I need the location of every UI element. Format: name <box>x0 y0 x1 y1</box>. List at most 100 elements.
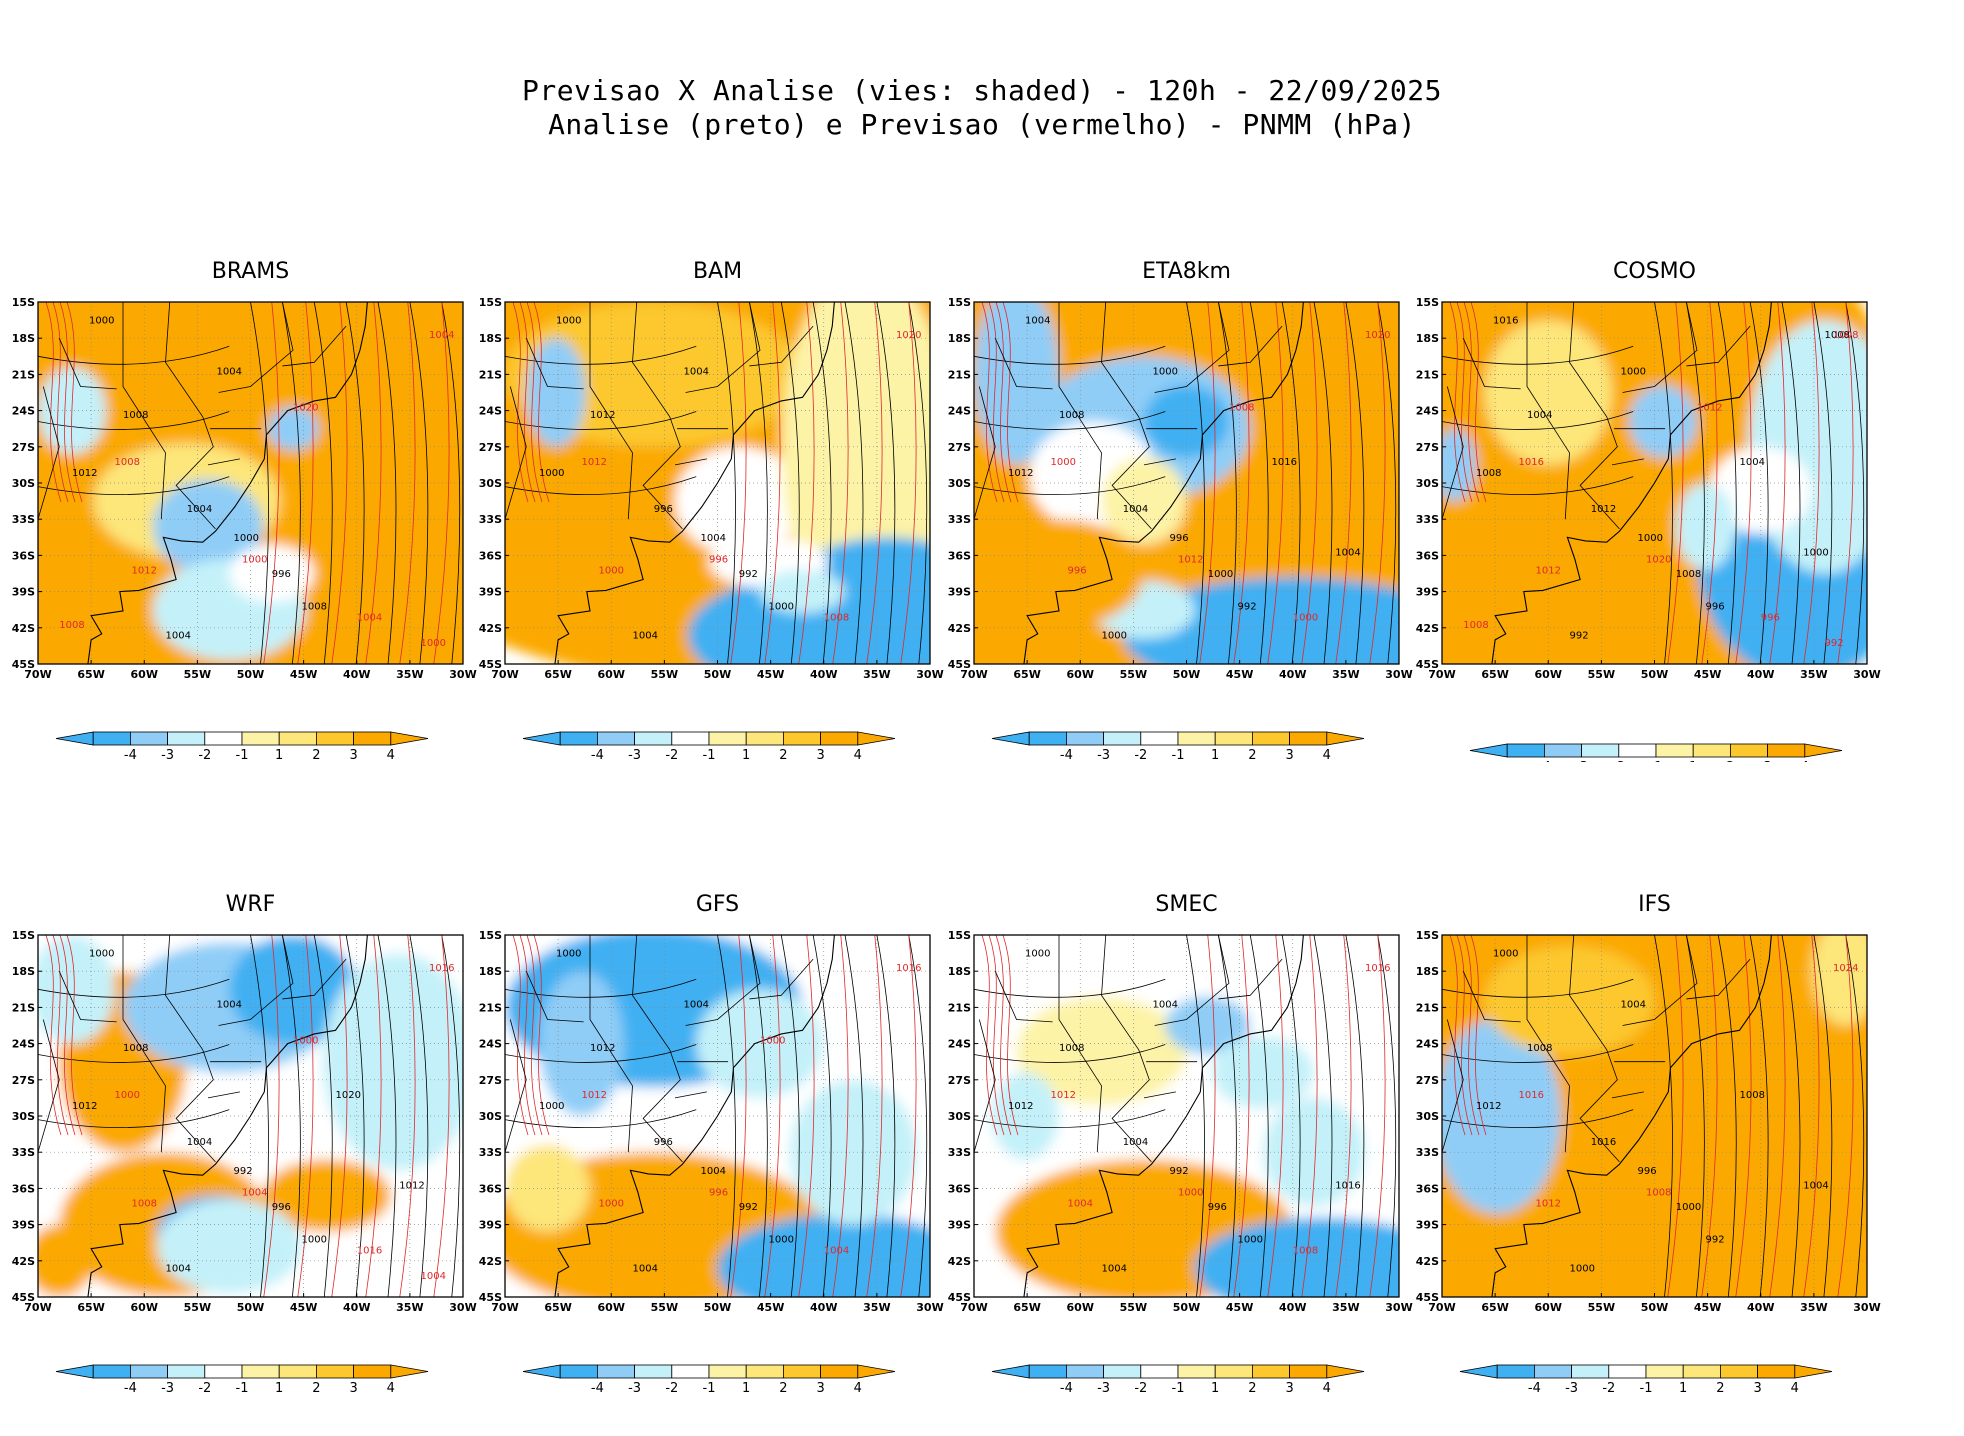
forecast-contour-label: 1000 <box>1293 613 1318 624</box>
colorbar-tick-label: 2 <box>1716 1381 1724 1395</box>
lon-tick-label: 35W <box>396 668 423 681</box>
lat-tick-label: 24S <box>479 1038 502 1051</box>
analysis-contour-label: 1012 <box>590 410 615 421</box>
lon-tick-label: 40W <box>1747 1301 1774 1314</box>
lat-tick-label: 27S <box>1416 1074 1439 1087</box>
map-wrf: WRF 1000 1004 1008 1012 1004 996 992 1000 1004 101… <box>12 892 477 1395</box>
forecast-contour-label: 1016 <box>896 963 921 974</box>
analysis-contour-label: 1004 <box>187 1137 212 1148</box>
lat-tick-label: 21S <box>12 1001 35 1014</box>
lat-tick-label: 45S <box>1416 658 1439 671</box>
lon-tick-label: 65W <box>1013 668 1040 681</box>
colorbar-tick-label: -4 <box>1060 1381 1073 1395</box>
lon-tick-label: 30W <box>1853 668 1880 681</box>
lon-tick-label: 65W <box>1481 1301 1508 1314</box>
forecast-contour-label: 1000 <box>1178 1188 1203 1199</box>
colorbar-tick-label: 4 <box>854 1381 862 1395</box>
forecast-contour-label: 1008 <box>1833 330 1858 341</box>
analysis-contour-label: 1000 <box>1621 366 1646 377</box>
lon-tick-label: 65W <box>544 1301 571 1314</box>
forecast-contour-label: 992 <box>1825 638 1844 649</box>
colorbar-tick-label: 1 <box>275 748 283 762</box>
lon-tick-label: 40W <box>810 668 837 681</box>
figure-title: Previsao X Analise (vies: shaded) - 120h… <box>0 74 1964 142</box>
lat-tick-label: 24S <box>1416 1038 1439 1051</box>
lon-tick-label: 50W <box>237 668 264 681</box>
lat-tick-label: 39S <box>479 586 502 599</box>
lat-tick-label: 15S <box>948 929 971 942</box>
colorbar-tick-label: 2 <box>779 748 787 762</box>
lat-tick-label: 24S <box>479 405 502 418</box>
analysis-contour-label: 1012 <box>399 1180 424 1191</box>
panel-title: BAM <box>693 259 742 284</box>
lat-tick-label: 30S <box>948 477 971 490</box>
forecast-contour-label: 1004 <box>421 1271 446 1282</box>
lon-tick-label: 60W <box>1535 1301 1562 1314</box>
map-ifs: IFS1000100410081012101610009969921000100… <box>1416 892 1881 1395</box>
lat-tick-label: 15S <box>479 929 502 942</box>
colorbar-tick-label: -1 <box>703 748 716 762</box>
analysis-contour-label: 996 <box>1706 602 1725 613</box>
lon-tick-label: 30W <box>916 1301 943 1314</box>
lon-tick-label: 50W <box>237 1301 264 1314</box>
forecast-contour-label: 1000 <box>599 1199 624 1210</box>
lat-tick-label: 30S <box>1416 1110 1439 1123</box>
lat-tick-label: 36S <box>479 549 502 562</box>
panel-title: WRF <box>226 892 276 917</box>
bias-shading: 1000 1004 1008 1012 1016 1000 996 992 1000 1004 10… <box>1442 935 1867 1297</box>
lon-tick-label: 40W <box>1279 668 1306 681</box>
forecast-contour-label: 1016 <box>429 963 454 974</box>
lon-tick-label: 70W <box>960 1301 987 1314</box>
forecast-contour-label: 1004 <box>357 613 382 624</box>
analysis-contour-label: 1000 <box>1025 949 1050 960</box>
lat-tick-label: 45S <box>948 658 971 671</box>
lon-tick-label: 60W <box>598 1301 625 1314</box>
lat-tick-label: 45S <box>479 658 502 671</box>
lat-tick-label: 42S <box>948 622 971 635</box>
panel-wrf: WRF 1000 1004 1008 1012 1004 996 992 1000 1004 101… <box>0 875 485 1395</box>
analysis-contour-label: 1008 <box>1740 1090 1765 1101</box>
forecast-contour-label: 1008 <box>1646 1188 1671 1199</box>
lon-tick-label: 50W <box>1641 1301 1668 1314</box>
lat-tick-label: 45S <box>479 1291 502 1304</box>
analysis-contour-label: 1000 <box>89 316 114 327</box>
analysis-contour-label: 1004 <box>1740 457 1765 468</box>
colorbar-tick-label: 1 <box>1689 760 1697 762</box>
forecast-contour-label: 1012 <box>1697 403 1722 414</box>
lat-tick-label: 30S <box>12 1110 35 1123</box>
colorbar-tick-label: -2 <box>1602 1381 1615 1395</box>
colorbar-tick-label: 3 <box>1285 1381 1293 1395</box>
lon-tick-label: 45W <box>290 668 317 681</box>
analysis-contour-label: 996 <box>1170 533 1189 544</box>
forecast-contour-label: 1012 <box>1536 1199 1561 1210</box>
lat-tick-label: 42S <box>479 1255 502 1268</box>
colorbar: -4 -3 -2 -1 1 2 3 4 <box>55 1364 429 1395</box>
forecast-contour-label: 1012 <box>582 457 607 468</box>
colorbar-tick-label: 2 <box>312 1381 320 1395</box>
lon-tick-label: 70W <box>1428 1301 1455 1314</box>
lat-tick-label: 39S <box>1416 586 1439 599</box>
lon-tick-label: 50W <box>1173 668 1200 681</box>
lon-tick-label: 55W <box>184 668 211 681</box>
forecast-contour-label: 1004 <box>429 330 454 341</box>
analysis-contour-label: 1004 <box>1025 316 1050 327</box>
colorbar-tick-label: -4 <box>124 748 137 762</box>
analysis-contour-label: 996 <box>272 1202 291 1213</box>
colorbar-tick-label: 3 <box>349 748 357 762</box>
analysis-contour-label: 1004 <box>684 366 709 377</box>
colorbar-tick-label: 2 <box>779 1381 787 1395</box>
forecast-contour-label: 1016 <box>1519 1090 1544 1101</box>
lon-tick-label: 70W <box>491 668 518 681</box>
colorbar-tick-label: 1 <box>1211 1381 1219 1395</box>
lon-tick-label: 70W <box>1428 668 1455 681</box>
analysis-contour-label: 1008 <box>1476 468 1501 479</box>
colorbar-tick-label: 1 <box>1211 748 1219 762</box>
analysis-contour-label: 1012 <box>72 1101 97 1112</box>
lon-tick-label: 30W <box>1385 668 1412 681</box>
analysis-contour-label: 1004 <box>633 631 658 642</box>
forecast-contour-label: 996 <box>1068 566 1087 577</box>
colorbar-tick-label: -4 <box>1538 760 1551 762</box>
colorbar-tick-label: -1 <box>1650 760 1663 762</box>
analysis-contour-label: 992 <box>234 1166 253 1177</box>
analysis-contour-label: 992 <box>1706 1235 1725 1246</box>
